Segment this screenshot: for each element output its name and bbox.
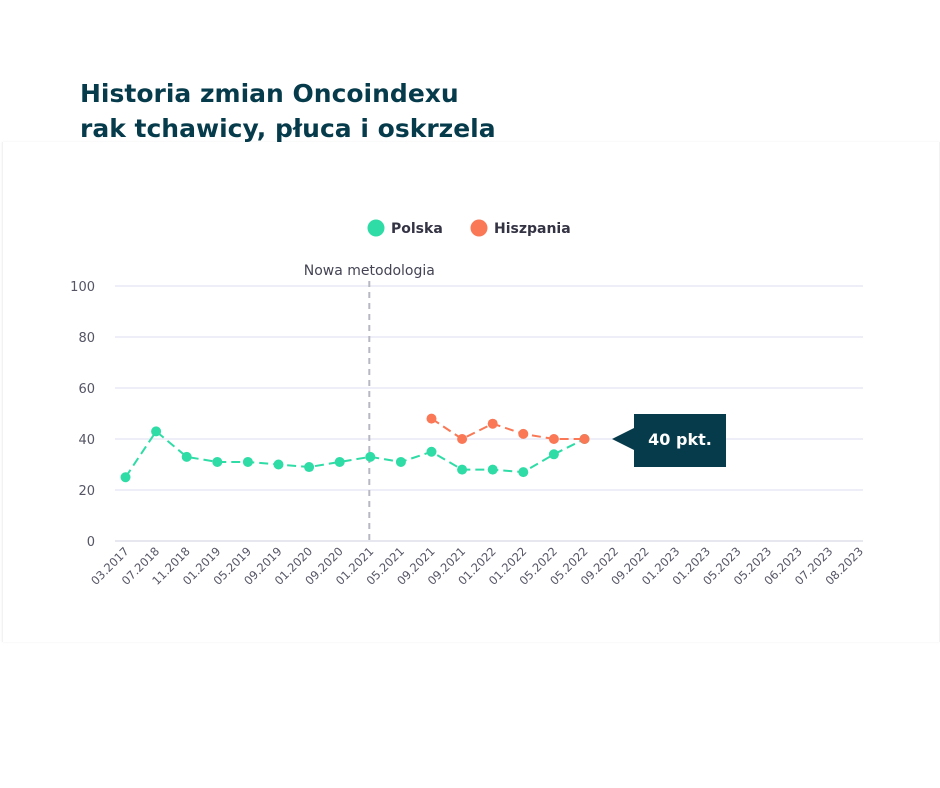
chart-grid	[115, 285, 863, 542]
y-tick-label: 40	[78, 433, 95, 448]
y-tick-label: 20	[78, 484, 95, 499]
data-point-hiszpania	[426, 413, 437, 424]
x-axis: 03.201707.201811.201801.201905.201909.20…	[88, 544, 866, 588]
data-point-hiszpania	[487, 418, 498, 429]
data-point-polska	[273, 459, 284, 470]
data-point-polska	[457, 464, 468, 475]
data-point-polska	[304, 462, 315, 473]
data-point-polska	[426, 446, 437, 457]
y-tick-label: 100	[70, 280, 95, 295]
data-point-polska	[365, 451, 376, 462]
data-point-hiszpania	[518, 428, 529, 439]
chart-title: Historia zmian Oncoindexu rak tchawicy, …	[80, 76, 496, 146]
data-point-polska	[242, 456, 253, 467]
data-point-hiszpania	[579, 434, 590, 444]
chart-series	[120, 413, 590, 483]
y-tick-label: 80	[78, 331, 95, 346]
series-line-polska	[124, 430, 585, 478]
chart-title-line-1: Historia zmian Oncoindexu	[80, 79, 459, 108]
y-tick-label: 0	[87, 535, 95, 550]
data-point-polska	[334, 456, 345, 467]
y-tick-label: 60	[78, 382, 95, 397]
methodology-annotation: Nowa metodologia	[304, 263, 435, 541]
chart-title-line-2: rak tchawicy, płuca i oskrzela	[80, 114, 496, 143]
data-point-polska	[212, 456, 223, 467]
data-point-polska	[181, 451, 192, 462]
callout-label: 40 pkt.	[648, 430, 712, 449]
legend-marker-polska	[367, 219, 385, 237]
legend-label-hiszpania: Hiszpania	[494, 221, 571, 237]
chart-legend: Polska Hiszpania	[367, 219, 571, 237]
series-line-hiszpania	[430, 417, 585, 440]
data-point-polska	[151, 426, 162, 437]
data-point-polska	[395, 456, 406, 467]
legend-marker-hiszpania	[470, 219, 488, 237]
data-point-polska	[120, 472, 131, 483]
data-point-polska	[518, 467, 529, 478]
data-point-polska	[487, 464, 498, 475]
callout-pointer	[612, 428, 634, 450]
y-axis: 0 20 40 60 80 100	[70, 280, 95, 550]
data-point-polska	[548, 449, 559, 460]
data-point-hiszpania	[457, 434, 468, 444]
methodology-label: Nowa metodologia	[304, 263, 435, 279]
callout-box	[634, 414, 726, 467]
legend-label-polska: Polska	[391, 221, 443, 237]
data-point-hiszpania	[548, 434, 559, 444]
value-callout: 40 pkt.	[612, 414, 726, 467]
